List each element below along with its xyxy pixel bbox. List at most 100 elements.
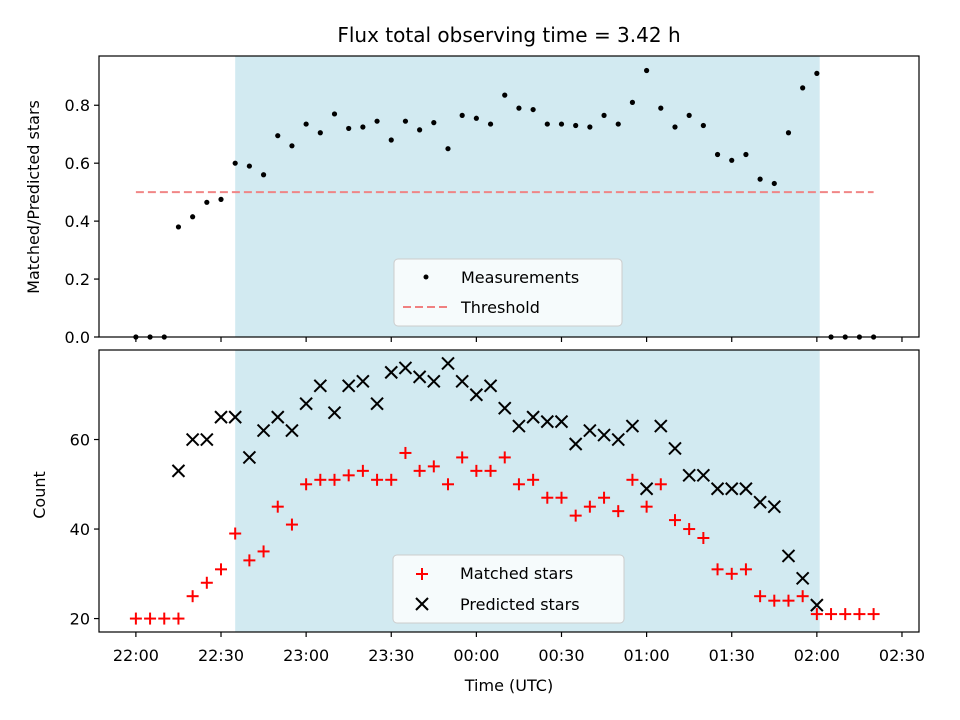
measurement-point [587, 124, 593, 130]
x-tick-label: 22:30 [198, 646, 244, 665]
x-stroke-2 [313, 379, 328, 393]
matched-star-point [158, 612, 171, 625]
matched-star-point [754, 590, 767, 603]
measurement-point [615, 121, 621, 127]
measurement-point [289, 143, 295, 149]
measurement-point [573, 122, 579, 129]
measurement-point [487, 121, 494, 127]
bottom-legend: Matched stars Predicted stars [392, 554, 625, 624]
count-points [129, 356, 880, 625]
matched-star-point [711, 563, 724, 576]
top-x-axis [135, 337, 903, 342]
matched-star-point [867, 608, 880, 621]
predicted-star-point [412, 370, 427, 384]
measurement-point [317, 130, 323, 136]
matched-star-point [427, 460, 440, 473]
y-tick-label: 0.0 [65, 328, 90, 347]
measurement-point [785, 130, 792, 136]
x-stroke-2 [171, 464, 186, 478]
measurement-point [275, 133, 281, 139]
matched-star-point [314, 473, 327, 486]
x-stroke-2 [725, 482, 739, 496]
matched-star-point [456, 451, 469, 464]
matched-star-point [484, 464, 497, 477]
predicted-star-point [767, 499, 782, 514]
matched-star-point [129, 612, 142, 625]
x-tick-label: 23:00 [283, 646, 329, 665]
matched-star-point [527, 473, 540, 486]
legend-matched-label: Matched stars [460, 564, 573, 583]
x-stroke-2 [597, 428, 611, 442]
measurement-point [516, 105, 522, 111]
measurement-point [558, 121, 565, 127]
predicted-star-point [356, 374, 370, 389]
x-tick-label: 02:00 [794, 646, 840, 665]
predicted-star-point [370, 397, 384, 411]
x-stroke-2 [398, 361, 413, 375]
top-legend-box [393, 258, 623, 327]
matched-star-point [441, 478, 454, 491]
predicted-star-point [171, 464, 186, 478]
x-stroke-2 [412, 370, 427, 384]
x-stroke-2 [625, 419, 640, 433]
x-stroke-2 [795, 571, 810, 585]
measurement-point [445, 146, 451, 152]
x-stroke-2 [200, 432, 214, 447]
predicted-star-point [228, 410, 242, 424]
measurement-point [303, 121, 309, 127]
matched-star-point [725, 567, 738, 580]
predicted-star-point [327, 405, 342, 420]
predicted-star-point [242, 450, 257, 465]
x-stroke-2 [526, 410, 540, 424]
measurement-point [190, 214, 196, 220]
matched-star-point [144, 612, 157, 625]
x-stroke-2 [540, 414, 555, 429]
x-stroke-2 [682, 468, 696, 483]
x-stroke-2 [271, 410, 285, 424]
x-stroke-2 [214, 410, 228, 424]
predicted-star-point [469, 388, 484, 402]
measurement-point [402, 118, 409, 124]
measurement-point [686, 112, 692, 118]
x-stroke-2 [654, 419, 668, 433]
x-stroke-2 [512, 419, 526, 433]
predicted-star-point [526, 410, 540, 424]
matched-star-point [215, 563, 228, 576]
matched-star-point [739, 563, 752, 576]
matched-star-point [498, 451, 511, 464]
predicted-star-point [554, 414, 569, 429]
bottom-y-axis-label: Count [30, 471, 49, 519]
matched-star-point [200, 576, 213, 589]
matched-star-point [612, 505, 625, 518]
y-tick-label: 20 [70, 610, 90, 629]
predicted-star-point [568, 437, 583, 451]
x-tick-label: 22:00 [113, 646, 159, 665]
measurement-point [771, 180, 777, 187]
measurement-point [629, 99, 636, 105]
predicted-star-point [200, 432, 214, 447]
matched-star-point [243, 554, 256, 567]
x-stroke-2 [710, 482, 725, 496]
predicted-star-point [441, 356, 455, 371]
legend-predicted-label: Predicted stars [460, 595, 580, 614]
matched-star-point [229, 527, 242, 540]
matched-star-point [825, 608, 838, 621]
measurement-point [431, 120, 437, 126]
measurement-point [757, 176, 763, 182]
x-stroke-2 [611, 432, 625, 447]
x-stroke-2 [781, 549, 796, 563]
measurement-point [644, 67, 650, 74]
bottom-legend-box [392, 554, 625, 624]
matched-star-point [768, 594, 781, 607]
measurement-point [232, 160, 238, 166]
top-y-axis-label: Matched/Predicted stars [24, 100, 43, 294]
matched-star-point [300, 478, 313, 491]
matched-star-point [839, 608, 852, 621]
predicted-star-point [483, 379, 498, 393]
matched-star-point [782, 594, 795, 607]
matched-star-point [569, 509, 582, 522]
matched-star-point [371, 473, 384, 486]
x-stroke-2 [696, 468, 711, 483]
x-stroke-2 [341, 379, 356, 393]
measurement-point [658, 105, 664, 111]
